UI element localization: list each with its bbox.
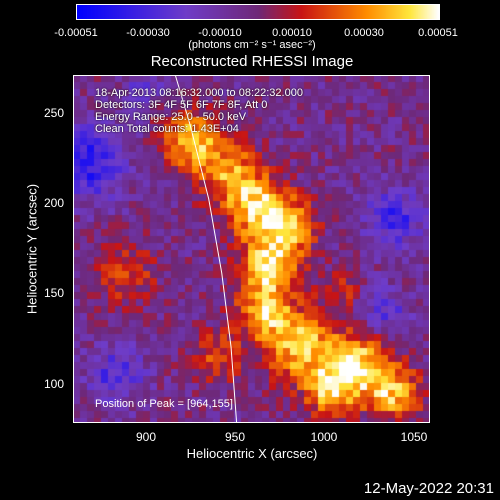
heatmap-image bbox=[73, 75, 430, 423]
info-energy-range: Energy Range: 25.0 - 50.0 keV bbox=[95, 111, 247, 123]
peak-position-label: Position of Peak = [964,155] bbox=[95, 398, 233, 410]
colorbar-tick-label: 0.00051 bbox=[418, 27, 458, 39]
info-time-range: 18-Apr-2013 08:16:32.000 to 08:22:32.000 bbox=[95, 87, 303, 99]
info-detectors: Detectors: 3F 4F 5F 6F 7F 8F, Att 0 bbox=[95, 99, 268, 111]
x-tick-label: 1050 bbox=[400, 430, 428, 444]
colorbar-tick-label: 0.00030 bbox=[344, 27, 384, 39]
plot-overlay bbox=[174, 75, 238, 423]
timestamp: 12-May-2022 20:31 bbox=[363, 480, 494, 497]
y-tick-label: 100 bbox=[44, 377, 65, 391]
chart-title: Reconstructed RHESSI Image bbox=[150, 53, 354, 70]
x-tick-label: 1000 bbox=[310, 430, 338, 444]
y-tick-label: 150 bbox=[44, 286, 65, 300]
x-tick-label: 900 bbox=[135, 430, 157, 444]
info-total-counts: Clean Total counts: 1.43E+04 bbox=[95, 123, 239, 135]
y-tick-label: 250 bbox=[44, 106, 65, 120]
colorbar-tick-label: -0.00030 bbox=[126, 27, 170, 39]
y-tick-label: 200 bbox=[44, 196, 65, 210]
colorbar bbox=[76, 4, 440, 20]
colorbar-tick-label: -0.00051 bbox=[54, 27, 98, 39]
y-axis-label: Heliocentric Y (arcsec) bbox=[24, 183, 40, 315]
colorbar-tick-label: 0.00010 bbox=[272, 27, 312, 39]
x-axis-label: Heliocentric X (arcsec) bbox=[186, 446, 318, 461]
solar-limb-line bbox=[174, 75, 238, 423]
colorbar-units: (photons cm⁻² s⁻¹ asec⁻²) bbox=[188, 39, 316, 51]
x-tick-label: 950 bbox=[224, 430, 246, 444]
colorbar-tick-label: -0.00010 bbox=[198, 27, 242, 39]
